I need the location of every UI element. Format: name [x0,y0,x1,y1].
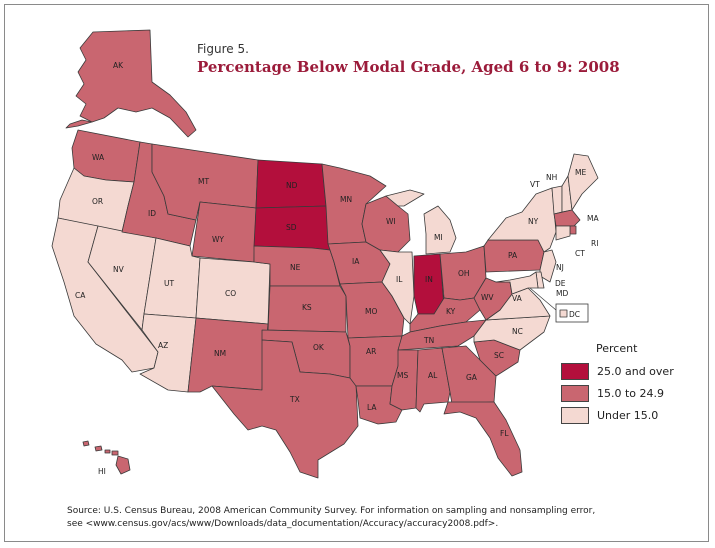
state-label-AK: AK [113,61,124,70]
legend-item-high: 25.0 and over [561,361,674,381]
state-KS[interactable]: KS [267,285,347,333]
legend-item-low: Under 15.0 [561,405,674,425]
state-MA[interactable]: MA [553,209,599,227]
state-label-DC: DC [569,310,580,319]
state-label-WI: WI [386,217,396,226]
state-label-VA: VA [512,294,523,303]
state-label-OK: OK [313,343,325,352]
state-MD[interactable]: MD [495,271,568,298]
legend-swatch-high [561,362,589,380]
legend-label-mid: 15.0 to 24.9 [597,386,665,400]
state-RI[interactable]: RI [569,225,598,248]
state-CO[interactable]: CO [195,257,271,325]
state-AK[interactable]: AK [65,29,197,138]
state-CT[interactable]: CT [555,225,585,258]
state-SD[interactable]: SD [253,205,331,251]
state-label-OR: OR [92,197,103,206]
legend-swatch-low [561,406,589,424]
source-line-2: see <www.census.gov/acs/www/Downloads/da… [67,519,499,529]
state-IL[interactable]: IL [379,249,415,325]
state-label-MN: MN [340,195,352,204]
source-note: Source: U.S. Census Bureau, 2008 America… [67,505,667,531]
state-label-MA: MA [587,214,599,223]
state-label-SC: SC [494,351,504,360]
legend-title: Percent [596,342,638,355]
figure-title: Percentage Below Modal Grade, Aged 6 to … [197,58,620,76]
state-label-ND: ND [286,181,298,190]
state-MI[interactable]: MI [385,189,457,255]
state-label-TX: TX [289,395,300,404]
state-NM[interactable]: NM [187,317,269,393]
state-TX[interactable]: TX [211,339,359,479]
state-label-TN: TN [423,336,434,345]
state-label-NV: NV [113,265,125,274]
state-label-NC: NC [512,327,523,336]
state-WY[interactable]: WY [191,201,257,263]
state-label-FL: FL [500,429,509,438]
state-label-MS: MS [397,371,408,380]
state-label-ME: ME [575,168,586,177]
state-label-AL: AL [428,371,438,380]
state-label-KS: KS [302,303,312,312]
state-label-UT: UT [164,279,174,288]
state-label-ID: ID [148,209,156,218]
state-HI[interactable]: HI [82,440,131,476]
state-FL[interactable]: FL [443,401,523,477]
state-label-CT: CT [575,249,585,258]
legend-swatch-mid [561,384,589,402]
state-label-GA: GA [466,373,478,382]
state-NJ[interactable]: NJ [539,249,564,283]
figure-label: Figure 5. [197,42,249,56]
state-ND[interactable]: ND [255,159,327,209]
state-label-DE: DE [555,279,566,288]
legend-label-high: 25.0 and over [597,364,674,378]
state-label-NE: NE [290,263,301,272]
state-label-WA: WA [92,153,105,162]
state-label-WY: WY [212,235,224,244]
state-label-KY: KY [446,307,456,316]
state-label-CO: CO [225,289,236,298]
legend-label-low: Under 15.0 [597,408,659,422]
state-label-NY: NY [528,217,539,226]
state-label-HI: HI [98,467,106,476]
legend-item-mid: 15.0 to 24.9 [561,383,674,403]
state-DC[interactable]: DC [529,287,589,323]
state-label-MD: MD [556,289,568,298]
state-label-AZ: AZ [158,341,168,350]
state-label-IL: IL [396,275,403,284]
state-label-CA: CA [75,291,86,300]
state-label-AR: AR [366,347,376,356]
state-label-WV: WV [481,293,494,302]
state-label-MT: MT [198,177,209,186]
state-label-NM: NM [214,349,226,358]
state-label-SD: SD [286,223,297,232]
legend: Percent 25.0 and over 15.0 to 24.9 Under… [561,342,674,427]
state-label-LA: LA [367,403,377,412]
state-ME[interactable]: ME [567,153,599,211]
state-GA[interactable]: GA [441,345,497,405]
source-line-1: Source: U.S. Census Bureau, 2008 America… [67,506,596,516]
state-label-NH: NH [546,173,557,182]
state-label-MO: MO [365,307,377,316]
state-label-RI: RI [591,239,598,248]
state-label-IN: IN [425,275,433,284]
state-label-VT: VT [530,180,540,189]
state-label-NJ: NJ [556,263,564,272]
state-PA[interactable]: PA [483,239,545,273]
state-label-PA: PA [508,251,518,260]
state-label-IA: IA [352,257,360,266]
state-label-MI: MI [434,233,443,242]
state-label-OH: OH [458,269,470,278]
